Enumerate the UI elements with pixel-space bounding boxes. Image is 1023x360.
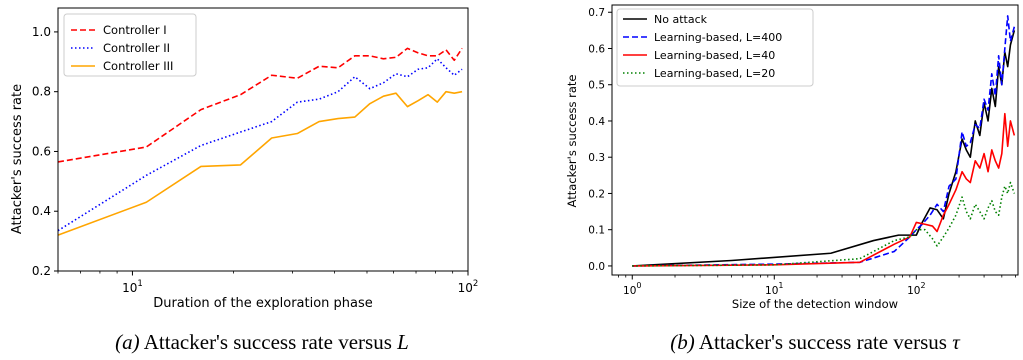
- chart-b: Attacker's success rate 0.00.10.20.30.40…: [565, 4, 1019, 354]
- chart-a-caption-body: Attacker's success rate versus: [144, 330, 397, 354]
- series-line-2: [57, 58, 463, 232]
- chart-a-caption: (a) Attacker's success rate versus L: [115, 330, 409, 354]
- x-tick-label: 101: [765, 281, 783, 297]
- legend-b-label-no-attack: No attack: [654, 13, 708, 26]
- y-tick-label: 0.5: [588, 80, 605, 92]
- y-tick-label: 0.6: [32, 144, 51, 158]
- series-line-1: [632, 30, 1016, 267]
- chart-a-ticks: 0.2 0.4 0.6 0.8 1.0 101 102: [32, 25, 478, 295]
- chart-a-y-axis-label: Attacker's success rate: [10, 84, 25, 234]
- y-tick-label: 0.4: [588, 116, 605, 128]
- x-tick-label: 100: [623, 281, 641, 297]
- chart-a-caption-tag: (a): [115, 330, 140, 354]
- series-line-3: [57, 90, 463, 236]
- chart-b-caption-body: Attacker's success rate versus: [699, 330, 952, 354]
- y-tick-label: 0.2: [588, 188, 605, 200]
- series-line-4: [632, 181, 1016, 267]
- chart-a-plot-frame: [57, 7, 469, 272]
- y-tick-label: 0.6: [588, 43, 605, 55]
- chart-a-series: [57, 47, 463, 236]
- chart-b-plot-frame: [611, 4, 1019, 276]
- legend-a-label-controller-i: Controller I: [103, 23, 167, 37]
- y-tick-label: 0.0: [588, 261, 605, 273]
- chart-a: Attacker's success rate 0.2 0.4 0.6 0.8 1.0 1…: [10, 7, 478, 354]
- chart-a-caption-symbol: L: [396, 330, 409, 354]
- legend-a-label-controller-ii: Controller II: [103, 41, 170, 55]
- chart-b-caption-tag: (b): [670, 330, 695, 354]
- chart-a-x-axis-label: Duration of the exploration phase: [153, 296, 373, 311]
- legend-b-label-l20: Learning-based, L=20: [654, 67, 775, 80]
- x-tick-label: 101: [122, 279, 143, 295]
- series-line-1: [57, 47, 463, 163]
- chart-b-caption: (b) Attacker's success rate versus τ: [670, 330, 961, 354]
- y-tick-label: 0.1: [588, 225, 605, 237]
- legend-a-label-controller-iii: Controller III: [103, 59, 173, 73]
- chart-b-x-axis-label: Size of the detection window: [732, 297, 898, 311]
- chart-b-caption-symbol: τ: [952, 330, 961, 354]
- y-tick-label: 0.2: [32, 264, 51, 278]
- legend-b-label-l400: Learning-based, L=400: [654, 31, 782, 44]
- series-line-2: [632, 15, 1016, 267]
- chart-b-y-axis-label: Attacker's success rate: [565, 75, 579, 208]
- chart-b-legend: No attack Learning-based, L=400 Learning…: [616, 8, 814, 87]
- y-tick-label: 1.0: [32, 25, 51, 39]
- y-tick-label: 0.8: [32, 85, 51, 99]
- chart-a-legend: Controller I Controller II Controller II…: [63, 13, 197, 77]
- chart-b-series: [632, 15, 1016, 267]
- y-tick-label: 0.4: [32, 204, 51, 218]
- y-tick-label: 0.3: [588, 152, 605, 164]
- series-line-3: [632, 112, 1016, 267]
- chart-b-ticks: 0.0 0.1 0.2 0.3 0.4 0.5 0.6 0.7 100 101 102: [588, 7, 1016, 297]
- legend-b-label-l40: Learning-based, L=40: [654, 49, 775, 62]
- y-tick-label: 0.7: [588, 7, 605, 19]
- x-tick-label: 102: [458, 279, 479, 295]
- x-tick-label: 102: [907, 281, 925, 297]
